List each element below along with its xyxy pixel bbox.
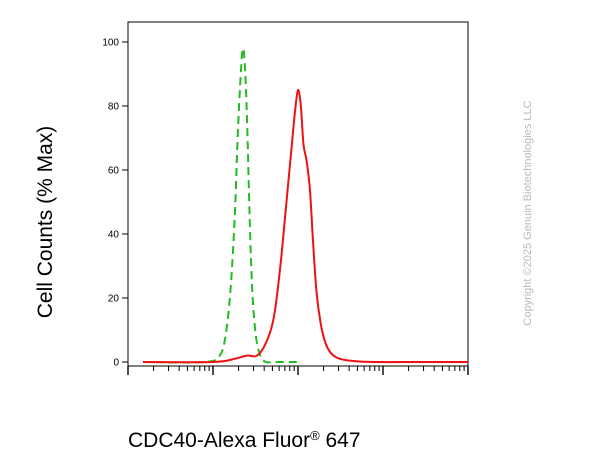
x-axis-label-suffix: 647 <box>319 429 361 452</box>
x-axis-label: CDC40-Alexa Fluor® 647 <box>128 428 361 453</box>
plot-border <box>127 21 469 367</box>
y-tick-label-60: 60 <box>108 166 120 177</box>
plot-frame <box>127 21 469 367</box>
y-axis-label: Cell Counts (% Max) <box>34 125 57 319</box>
series-layer <box>142 47 468 364</box>
y-tick-label-100: 100 <box>102 38 119 49</box>
registered-mark: ® <box>310 428 320 443</box>
x-axis-ticks <box>127 366 469 375</box>
y-tick-label-0: 0 <box>113 358 119 369</box>
series-2-line <box>142 88 468 364</box>
y-tick-label-20: 20 <box>108 294 120 305</box>
x-axis-label-text: CDC40-Alexa Fluor <box>128 429 311 452</box>
y-tick-label-40: 40 <box>108 230 120 241</box>
y-tick-label-80: 80 <box>108 102 120 113</box>
copyright-watermark: Copyright ©2025 Genuin Biotechnologies L… <box>522 100 534 326</box>
series-1-line <box>142 47 298 364</box>
y-axis-ticks: 0 20 40 60 80 100 <box>102 38 128 369</box>
